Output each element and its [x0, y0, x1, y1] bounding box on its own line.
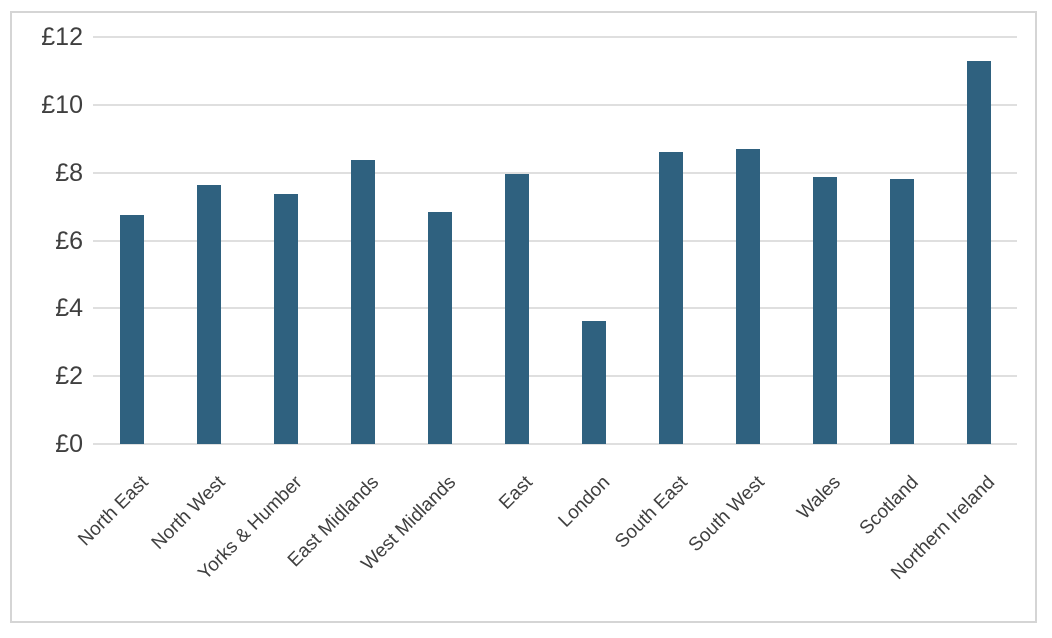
y-tick-label-8: £8 [55, 158, 83, 187]
x-tick-label-wales: Wales [793, 472, 846, 524]
bar-east [504, 174, 529, 444]
y-tick-label-0: £0 [55, 430, 83, 458]
x-tick-label-north-west: North West [147, 472, 230, 554]
plot-area [93, 36, 1017, 445]
y-tick-label-4: £4 [55, 294, 83, 323]
x-tick-label-london: London [554, 472, 615, 532]
bar-east-midlands [350, 159, 375, 444]
x-tick-label-scotland: Scotland [855, 472, 923, 540]
bar-yorks-humber [273, 194, 298, 444]
y-tick-label-6: £6 [55, 226, 83, 255]
bar-london [581, 320, 606, 444]
x-tick-label-south-east: South East [610, 472, 692, 553]
bar-north-west [196, 184, 221, 444]
x-tick-label-south-west: South West [684, 472, 769, 557]
y-tick-label-12: £12 [41, 23, 83, 51]
bar-south-west [735, 149, 760, 444]
y-axis: £0 £2 £4 £6 £8 £10 £12 [12, 23, 83, 458]
bar-scotland [889, 179, 914, 444]
gridline-12 [93, 36, 1017, 38]
gridline-4 [93, 307, 1017, 310]
chart-frame: £0 £2 £4 £6 £8 £10 £12 North East North West Yor… [10, 11, 1037, 623]
x-axis: North East North West Yorks & Humber East M… [74, 458, 1017, 623]
gridline-0 [93, 443, 1017, 445]
gridline-8 [93, 171, 1017, 174]
bar-west-midlands [427, 212, 452, 444]
gridline-6 [93, 239, 1017, 242]
bar-north-east [119, 214, 144, 444]
x-tick-label-east: East [495, 472, 538, 514]
y-tick-label-10: £10 [41, 90, 83, 119]
y-tick-label-2: £2 [55, 362, 83, 391]
gridline-2 [93, 375, 1017, 378]
bar-south-east [658, 152, 683, 444]
x-tick-label-north-east: North East [74, 472, 153, 551]
gridline-10 [93, 103, 1017, 106]
bar-northern-ireland [966, 61, 991, 444]
bar-wales [812, 177, 837, 444]
